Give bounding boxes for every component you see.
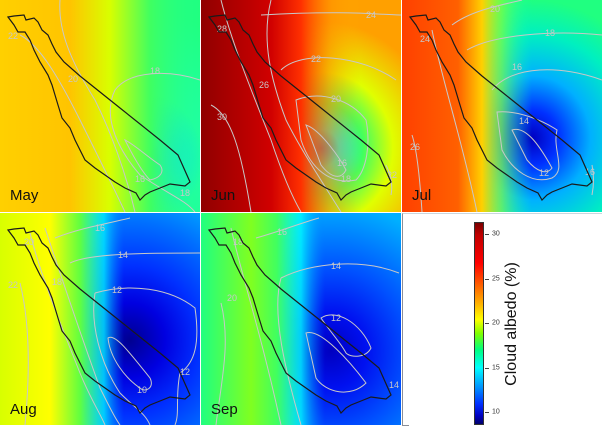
contour-label: 16 [277, 227, 287, 237]
contour-label: 20 [68, 74, 78, 84]
contour-label: 18 [233, 237, 243, 247]
colorbar-tick-label: 25 [492, 275, 500, 283]
contour-label: 12 [331, 313, 341, 323]
contour-label: 20 [490, 4, 500, 14]
panel-jul: 20 18 16 14 12 24 26 16 Jul [402, 0, 602, 212]
contour-label: 18 [180, 188, 190, 198]
contour-label: 28 [217, 24, 227, 34]
contour-label: 14 [118, 250, 128, 260]
colorbar-tick [485, 412, 489, 413]
heatmap-jul: 20 18 16 14 12 24 26 16 [402, 0, 602, 212]
panel-label-sep: Sep [211, 401, 238, 418]
heatmap-may: 22 20 18 16 18 [0, 0, 200, 212]
contour-label: 20 [227, 293, 237, 303]
contour-label: 14 [519, 116, 529, 126]
contour-label: 16 [337, 158, 347, 168]
contour-label: 12 [112, 285, 122, 295]
colorbar-tick [485, 234, 489, 235]
contour-label: 26 [410, 142, 420, 152]
colorbar-title: Cloud albedo (%) [503, 261, 520, 386]
contour-label: 16 [95, 223, 105, 233]
contour-label: 26 [259, 80, 269, 90]
colorbar-panel: 30 25 20 15 10 Cloud albedo (%) [402, 213, 602, 426]
panel-label-may: May [10, 187, 39, 204]
axis-tick [403, 424, 409, 426]
contour-label: 24 [366, 10, 376, 20]
colorbar-tick-label: 20 [492, 319, 500, 327]
panel-label-jun: Jun [211, 187, 236, 204]
contour-label: 22 [8, 280, 18, 290]
colorbar-tick-label: 15 [492, 364, 500, 372]
contour-label: 30 [217, 112, 227, 122]
contour-label: 18 [341, 174, 351, 184]
contour-label: 14 [389, 380, 399, 390]
contour-label: 12 [180, 367, 190, 377]
contour-label: 22 [311, 54, 321, 64]
heatmap-aug: 16 14 12 12 10 20 22 18 [0, 213, 200, 425]
colorbar [474, 222, 484, 425]
colorbar-title-wrap: Cloud albedo (%) [499, 222, 525, 425]
contour-label: 22 [8, 31, 18, 41]
heatmap-sep: 16 14 12 18 20 14 [201, 213, 401, 425]
contour-label: 18 [545, 28, 555, 38]
contour-label: 16 [512, 62, 522, 72]
contour-label: 10 [137, 385, 147, 395]
contour-label: 16 [135, 174, 145, 184]
contour-label: 24 [420, 34, 430, 44]
colorbar-tick [485, 279, 489, 280]
contour-label: 14 [331, 261, 341, 271]
panel-label-jul: Jul [412, 187, 432, 204]
heatmap-jun: 24 22 20 28 26 30 16 18 22 [201, 0, 401, 212]
contour-label: 18 [150, 66, 160, 76]
panel-may: 22 20 18 16 18 May [0, 0, 200, 212]
panel-sep: 16 14 12 18 20 14 Sep [201, 213, 401, 426]
contour-label: 20 [24, 237, 34, 247]
contour-label: 22 [387, 170, 397, 180]
contour-label: 12 [539, 168, 549, 178]
colorbar-tick [485, 323, 489, 324]
colorbar-tick-label: 30 [492, 230, 500, 238]
panel-jun: 24 22 20 28 26 30 16 18 22 Jun [201, 0, 401, 212]
contour-label: 16 [585, 167, 595, 177]
panel-label-aug: Aug [10, 401, 37, 418]
contour-label: 20 [331, 94, 341, 104]
panel-aug: 16 14 12 12 10 20 22 18 Aug [0, 213, 200, 426]
contour-label: 18 [52, 277, 62, 287]
colorbar-tick-label: 10 [492, 408, 500, 416]
colorbar-tick [485, 368, 489, 369]
